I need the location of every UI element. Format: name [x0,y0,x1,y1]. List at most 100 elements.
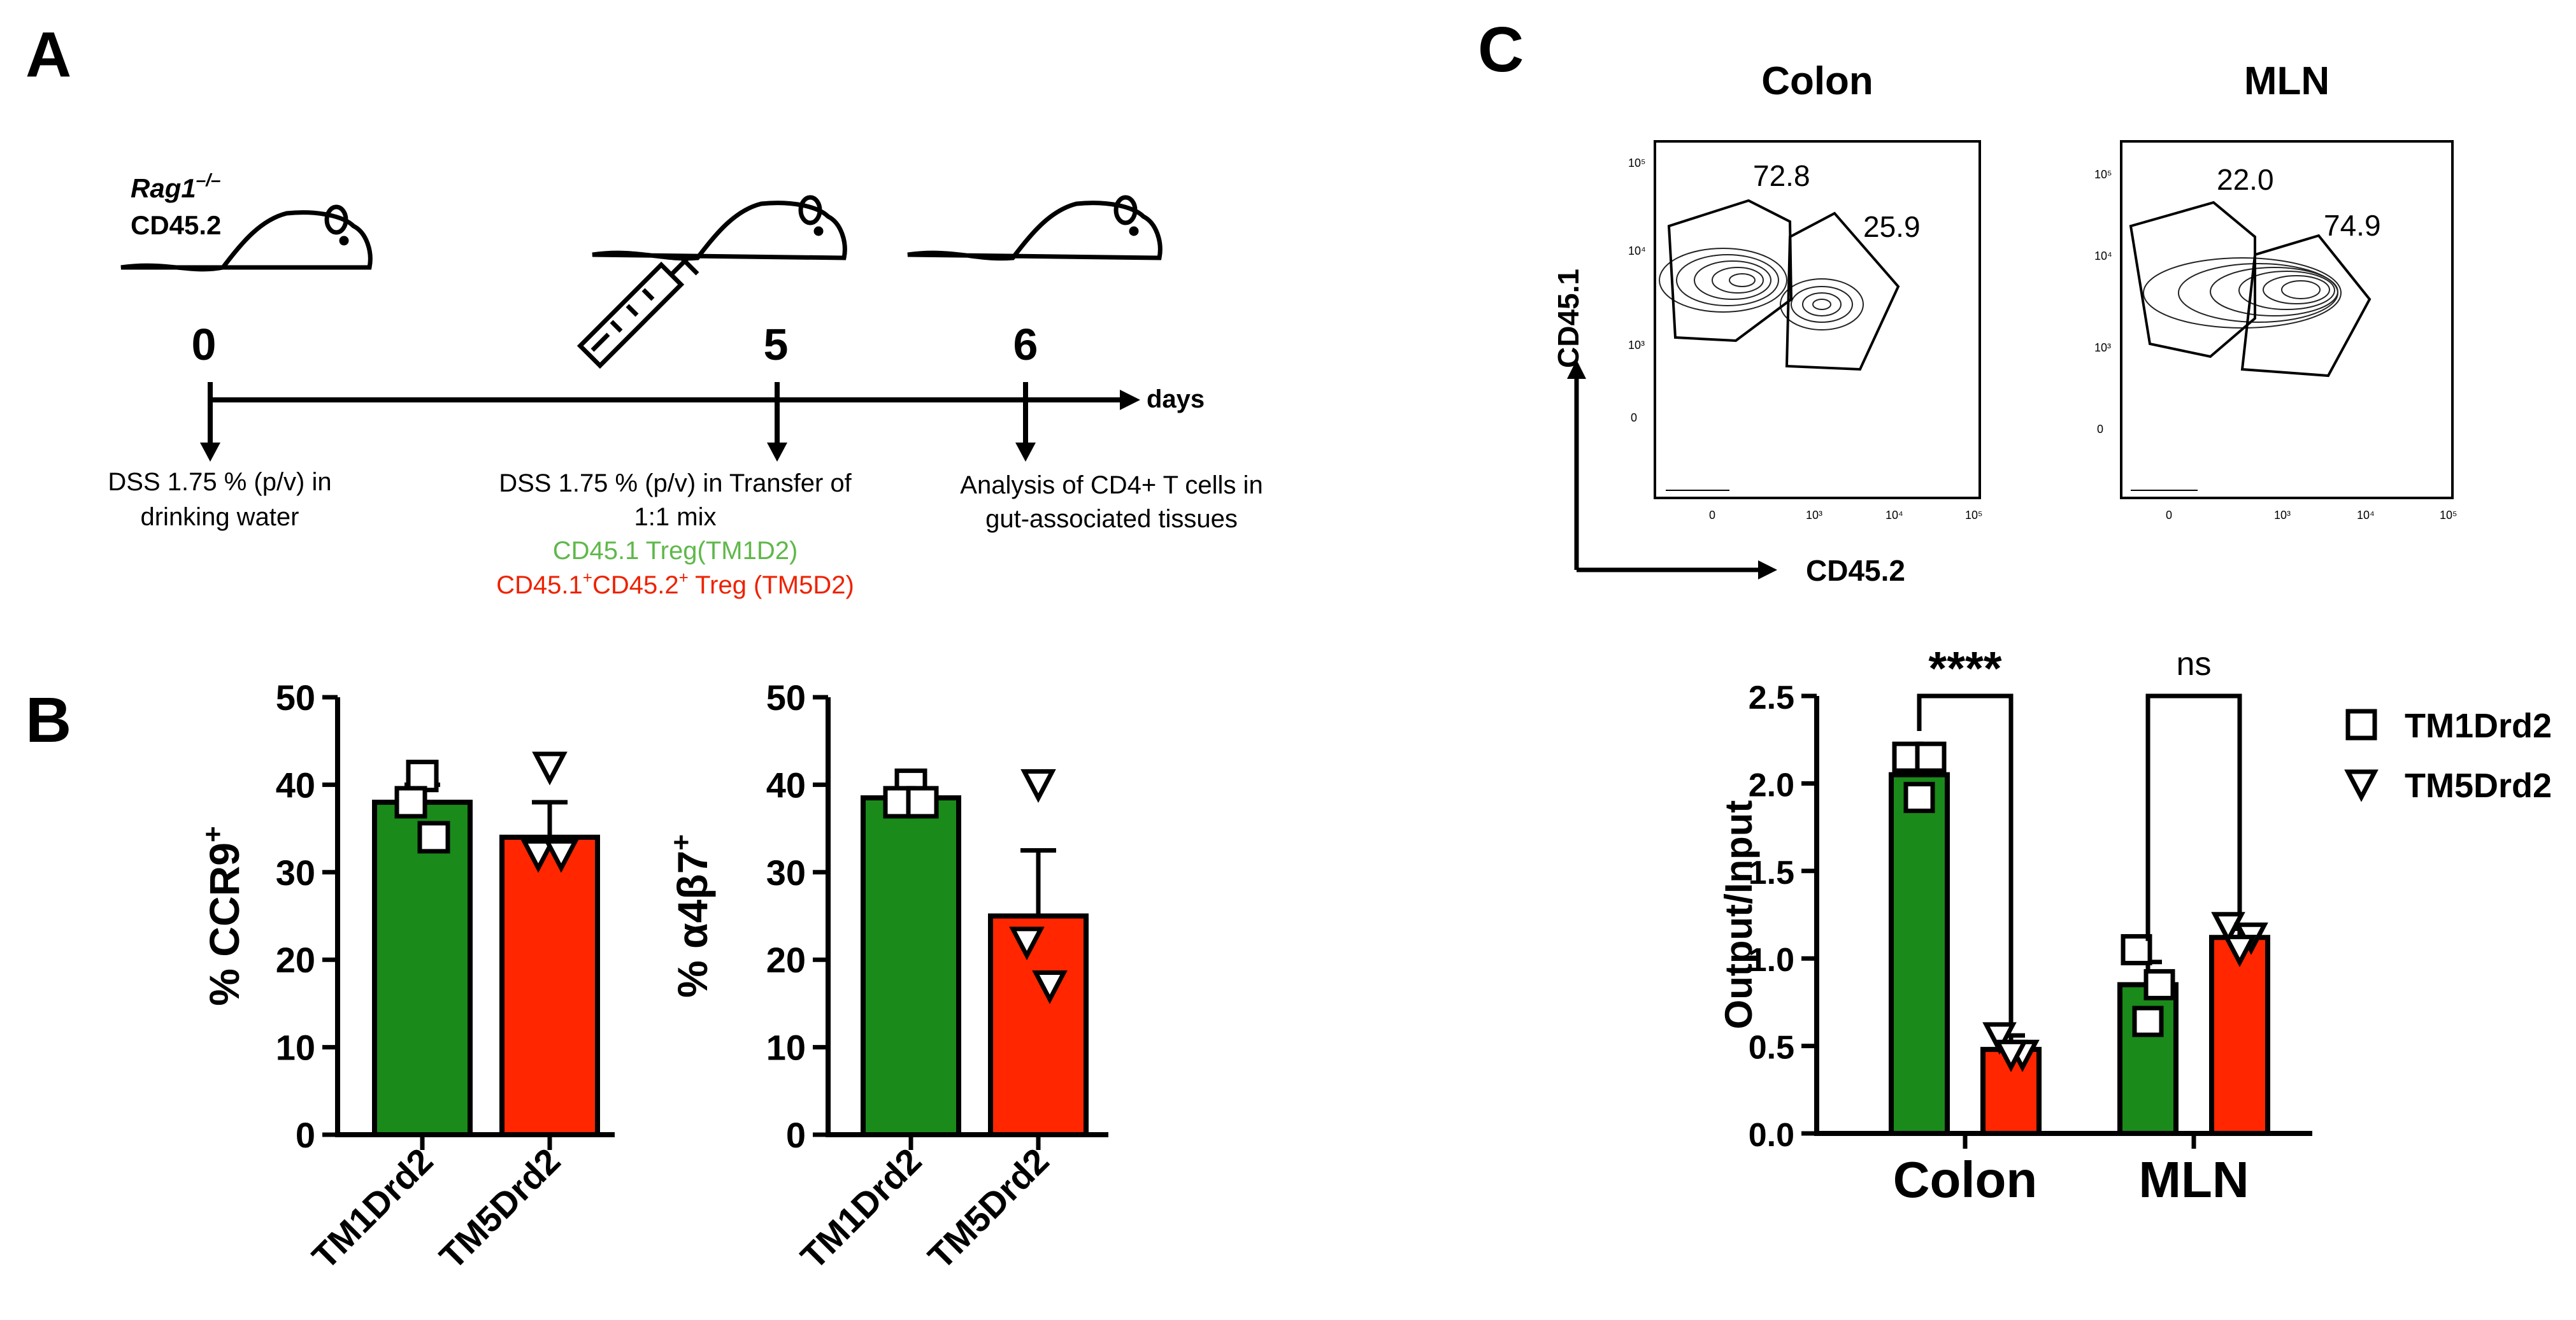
svg-text:10⁵: 10⁵ [1965,509,1982,522]
svg-text:10⁴: 10⁴ [1885,509,1903,522]
data-point [2132,1005,2164,1037]
y-axis-label-text: % α4β7 [669,851,716,998]
mouse-icon-day5 [592,195,847,261]
y-tick-label: 10 [766,1028,806,1068]
gate-value-colon-2: 25.9 [1863,210,1921,243]
x-tick-label: TM1Drd2 [304,1140,441,1277]
panel-c-letter: C [1478,14,1524,85]
flow-contours-mln [2143,257,2342,329]
flow-x-label: CD45.2 [1806,554,1905,587]
svg-text:10⁴: 10⁴ [2094,250,2112,262]
y-axis-label-text: % CCR9 [201,842,248,1006]
flow-plot-mln [2120,140,2454,499]
svg-text:10³: 10³ [1806,509,1822,522]
flow-y-arrowhead [1567,360,1586,379]
data-point [2222,935,2257,967]
data-point [1903,781,1935,813]
note-day6-line1: Analysis of CD4+ T cells in [960,471,1263,499]
data-point [2121,933,2152,965]
data-point [406,760,439,793]
x-tick-label: TM1Drd2 [793,1140,929,1277]
flow-x-arrowhead [1758,560,1777,579]
note-day5-red: CD45.1+CD45.2+ Treg (TM5D2) [496,568,854,599]
data-point [1009,926,1045,961]
mouse-icon-day0 [120,204,373,272]
flow-title-colon: Colon [1761,59,1873,103]
bar-TM5Drd2 [499,834,600,1137]
significance-label: ns [2177,646,2212,683]
flow-plot-colon [1654,140,1981,499]
y-axis-label: % α4β7+ [666,834,716,998]
data-point [1915,741,1947,773]
data-point [520,839,556,873]
svg-text:10³: 10³ [1628,339,1645,351]
x-tick-label: TM5Drd2 [920,1140,1057,1277]
data-point [2211,912,2245,945]
bar-TM1Drd2 [861,795,961,1137]
y-tick-label: 50 [276,678,315,718]
svg-text:10⁵: 10⁵ [1628,157,1645,169]
flow-axis-arrows [1574,376,1761,572]
legend-label-TM1Drd2: TM1Drd2 [2405,707,2552,745]
data-point [394,786,427,819]
svg-text:0: 0 [1631,411,1637,424]
mouse-strain-label: Rag1–/– [131,170,221,203]
y-tick-label: 30 [766,853,806,893]
timeline-axis [208,382,1124,446]
y-tick-label: 30 [276,853,315,893]
gate-value-mln-2: 74.9 [2324,209,2381,242]
panel-b-letter: B [25,685,71,756]
note-day5-line2: 1:1 mix [634,503,717,531]
significance-bracket [1917,693,2014,1025]
data-point [2143,969,2175,1000]
significance-bracket [2145,693,2242,941]
y-axis-label-sup: + [197,826,229,842]
note-day0-line1: DSS 1.75 % (p/v) in [108,468,331,496]
flow-ticks-mln: 10⁵ 10⁴ 10³ 0 0 10³ 10⁴ 10⁵ [2094,168,2457,522]
flow-gates-mln [2129,201,2372,378]
day-label-6: 6 [1013,320,1038,369]
svg-text:10⁴: 10⁴ [1628,245,1646,257]
note-day5-green: CD45.1 Treg(TM1D2) [553,537,798,565]
svg-text:10⁵: 10⁵ [2094,168,2112,181]
y-tick-label: 1.5 [1749,855,1794,891]
svg-text:0: 0 [2166,509,2172,522]
y-tick-label: 40 [766,765,806,805]
y-tick-label: 0 [786,1115,806,1155]
timeline-unit: days [1147,385,1205,413]
bar-TM5Drd2 [988,913,1089,1137]
y-axis-label: % CCR9+ [197,826,248,1005]
gate-value-colon-1: 72.8 [1753,159,1810,192]
y-tick-label: 0.0 [1749,1117,1794,1154]
x-tick-label-Colon: Colon [1893,1151,2038,1208]
y-tick-label: 0.5 [1749,1030,1794,1067]
data-point [543,839,579,873]
data-point [417,821,450,854]
x-tick-label: TM5Drd2 [432,1140,568,1277]
data-point [1032,970,1068,1004]
legend-marker-TM5Drd2 [2344,769,2379,802]
svg-text:10³: 10³ [2274,509,2291,522]
bar-TM1Drd2-Colon [1889,772,1950,1137]
note-day6-line2: gut-associated tissues [985,505,1238,533]
mouse-cd-label: CD45.2 [131,210,221,240]
gate-value-mln-1: 22.0 [2217,163,2274,196]
svg-text:10⁵: 10⁵ [2440,509,2457,522]
flow-y-label: CD45.1 [1552,269,1585,368]
y-tick-label: 40 [276,765,315,805]
svg-text:10⁴: 10⁴ [2357,509,2375,522]
flow-ticks-colon: 10⁵ 10⁴ 10³ 0 0 10³ 10⁴ 10⁵ [1628,157,1982,522]
y-tick-label: 20 [276,940,315,980]
y-axis-label: Output/Input [1717,800,1760,1030]
legend-label-TM5Drd2: TM5Drd2 [2405,767,2552,805]
data-point [1982,1022,2017,1055]
data-point [906,786,939,819]
flow-gates-colon [1667,199,1900,371]
day-label-0: 0 [192,320,217,369]
flow-contours-colon [1659,248,1864,330]
note-day5-line1: DSS 1.75 % (p/v) in Transfer of [499,469,852,497]
note-day0-line2: drinking water [140,503,299,531]
